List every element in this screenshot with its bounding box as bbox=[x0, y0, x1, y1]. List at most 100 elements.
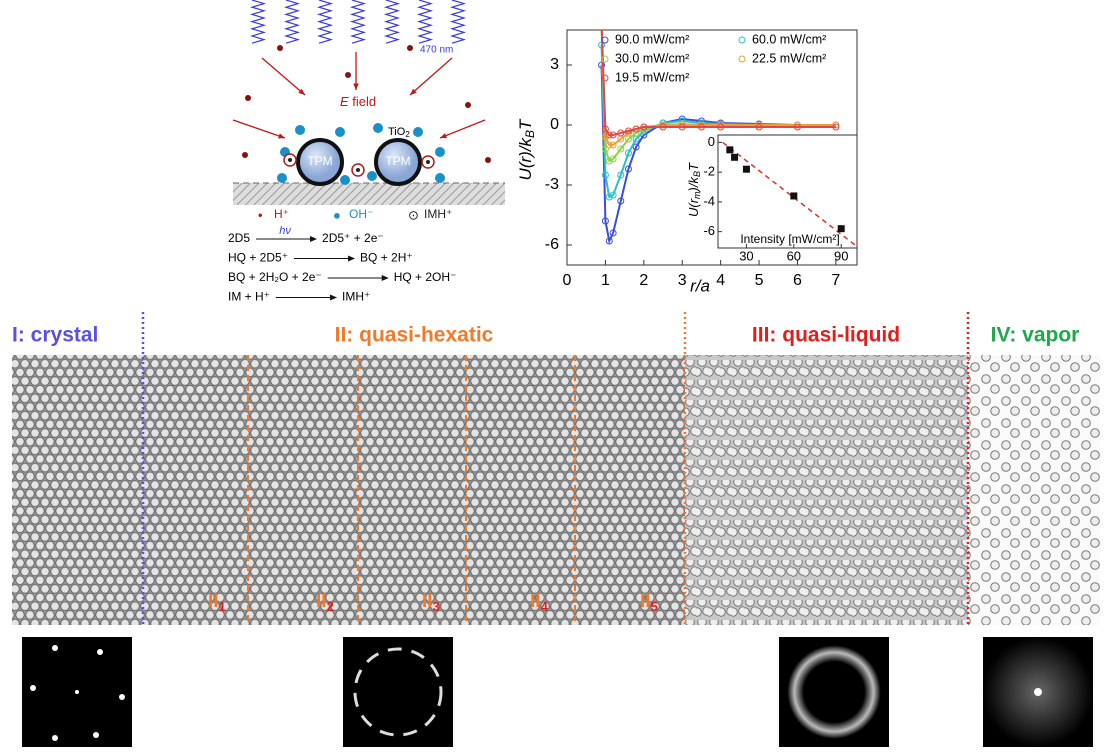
data-point bbox=[624, 165, 632, 173]
y-axis-label: U(r)/kBT bbox=[516, 118, 537, 181]
y-tick-label: 0 bbox=[550, 116, 559, 133]
proton bbox=[345, 72, 351, 78]
hydroxide bbox=[295, 125, 305, 135]
particle bbox=[374, 138, 422, 186]
inset-point bbox=[742, 165, 750, 173]
data-point bbox=[659, 123, 667, 131]
data-point bbox=[605, 237, 613, 245]
data-point bbox=[605, 193, 613, 201]
arrow-head bbox=[410, 88, 417, 95]
x-tick-label: 6 bbox=[793, 272, 802, 289]
light-wave bbox=[416, 0, 434, 44]
hydroxide bbox=[367, 171, 377, 181]
inset-point bbox=[731, 153, 739, 161]
particle bbox=[296, 138, 344, 186]
hydroxide bbox=[413, 127, 423, 137]
legend-label: OH⁻ bbox=[349, 207, 373, 221]
data-point bbox=[609, 191, 617, 199]
fft-liquid bbox=[779, 637, 889, 747]
light-wave bbox=[449, 0, 467, 44]
y-tick-label: -3 bbox=[545, 176, 559, 193]
data-point bbox=[609, 229, 617, 237]
chart: U(r)/kBT r/a U(rm)/kBT Intensity [mW/cm²… bbox=[516, 22, 858, 295]
subregion-sub: 4 bbox=[541, 599, 549, 614]
inset-x-label: Intensity [mW/cm²] bbox=[740, 232, 839, 246]
field-arrow bbox=[409, 57, 453, 96]
micrograph-vapor bbox=[968, 355, 1100, 625]
inset-x-tick-label: 60 bbox=[787, 248, 801, 263]
micrograph-liquid bbox=[685, 355, 968, 625]
legend-marker bbox=[601, 74, 609, 82]
data-point bbox=[601, 145, 609, 153]
subregion-label: II1 bbox=[208, 591, 226, 614]
x-tick-label: 1 bbox=[601, 272, 610, 289]
inset-y-tick-label: -4 bbox=[703, 193, 715, 208]
inset-fit bbox=[722, 141, 858, 248]
data-point bbox=[599, 22, 605, 28]
data-point bbox=[609, 155, 617, 163]
data-point bbox=[793, 123, 801, 131]
plot-area bbox=[598, 22, 840, 245]
hydroxide bbox=[277, 173, 287, 183]
x-tick-label: 3 bbox=[678, 272, 687, 289]
subregion-sub: 1 bbox=[219, 599, 226, 614]
arrow-head bbox=[310, 236, 318, 242]
legend-symbol: • bbox=[258, 207, 263, 222]
data-point bbox=[609, 141, 617, 149]
subregion-main: II bbox=[530, 591, 541, 612]
x-tick-label: 7 bbox=[831, 272, 840, 289]
fft-ring bbox=[353, 647, 443, 737]
data-point bbox=[609, 131, 617, 139]
schematic: TPM TPM TiO2 470 nm E field • H⁺ ● OH⁻ ⊙ IMH⁺… bbox=[228, 0, 505, 304]
proton bbox=[485, 157, 491, 163]
data-point bbox=[632, 143, 640, 151]
reaction-condition: hν bbox=[279, 225, 291, 237]
legend-label: 90.0 mW/cm² bbox=[615, 32, 689, 46]
imh-dot bbox=[356, 168, 360, 172]
imh-dot bbox=[426, 160, 430, 164]
inset-y-tick-label: -6 bbox=[703, 223, 715, 238]
coating-label: TiO2 bbox=[388, 126, 410, 139]
legend-marker bbox=[738, 55, 746, 63]
data-point bbox=[617, 197, 625, 205]
data-point bbox=[601, 217, 609, 225]
hydroxide bbox=[335, 127, 345, 137]
data-point bbox=[601, 171, 609, 179]
y-tick-label: -6 bbox=[545, 236, 559, 253]
hydroxide bbox=[373, 123, 383, 133]
fft-hexatic bbox=[343, 637, 453, 747]
arrow-head bbox=[348, 255, 356, 262]
subregion-label: II4 bbox=[530, 591, 549, 614]
region-label: IV: vapor bbox=[991, 324, 1080, 347]
subregion-label: II3 bbox=[422, 591, 440, 614]
hydroxide bbox=[435, 173, 445, 183]
region-label: II: quasi-hexatic bbox=[335, 324, 494, 347]
subregion-label: II5 bbox=[640, 591, 658, 614]
field-arrow bbox=[439, 119, 486, 139]
subregion-sub: 5 bbox=[651, 599, 658, 614]
equation-right: 2D5⁺ + 2e⁻ bbox=[322, 231, 384, 245]
proton bbox=[407, 45, 413, 51]
particle-label: TPM bbox=[307, 154, 332, 168]
subregion-sub: 3 bbox=[433, 599, 440, 614]
subregion-label: II2 bbox=[316, 591, 334, 614]
proton bbox=[245, 95, 251, 101]
data-point bbox=[599, 22, 605, 28]
micrograph-dense bbox=[12, 355, 685, 625]
data-point bbox=[617, 129, 625, 137]
legend-label: 22.5 mW/cm² bbox=[752, 51, 826, 65]
arrow-head bbox=[353, 83, 359, 90]
legend-label: 19.5 mW/cm² bbox=[615, 70, 689, 84]
light-wave bbox=[249, 0, 267, 44]
inset-point bbox=[726, 146, 734, 154]
legend-marker bbox=[601, 36, 609, 44]
legend-marker bbox=[601, 55, 609, 63]
proton bbox=[465, 102, 471, 108]
data-point bbox=[601, 133, 609, 141]
x-tick-label: 5 bbox=[755, 272, 764, 289]
subregion-sub: 2 bbox=[327, 599, 334, 614]
field-label: E field bbox=[340, 94, 376, 109]
data-point bbox=[755, 123, 763, 131]
inset-y-tick-label: -2 bbox=[703, 164, 715, 179]
